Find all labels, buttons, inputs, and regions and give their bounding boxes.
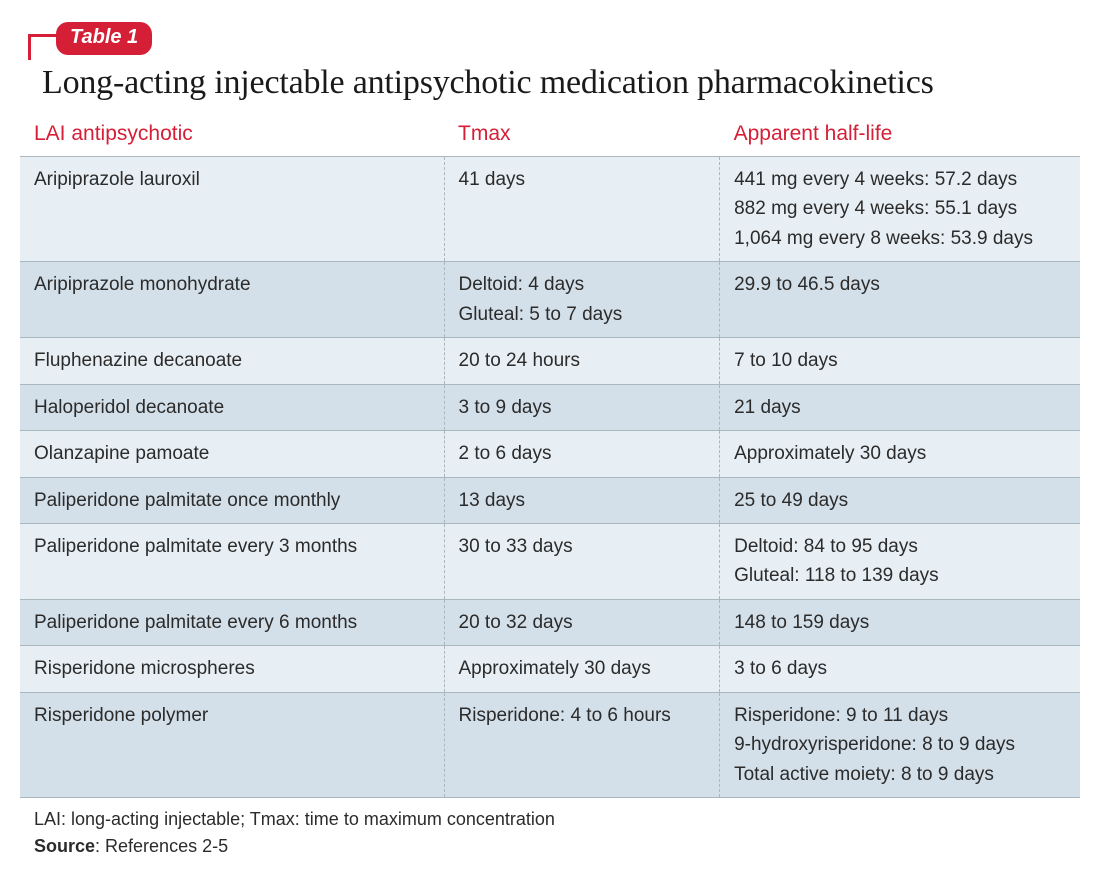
pharmacokinetics-table: LAI antipsychotic Tmax Apparent half-lif… bbox=[20, 116, 1080, 798]
table-row: Fluphenazine decanoate20 to 24 hours7 to… bbox=[20, 338, 1080, 384]
col-header-tmax: Tmax bbox=[444, 116, 720, 157]
bracket-horizontal bbox=[28, 34, 56, 37]
cell-tmax: 13 days bbox=[444, 477, 720, 523]
cell-half: Risperidone: 9 to 11 days9-hydroxyrisper… bbox=[720, 692, 1080, 797]
table-footnote: LAI: long-acting injectable; Tmax: time … bbox=[20, 798, 1080, 860]
cell-tmax: 3 to 9 days bbox=[444, 384, 720, 430]
table-row: Paliperidone palmitate once monthly13 da… bbox=[20, 477, 1080, 523]
cell-tmax: 20 to 32 days bbox=[444, 599, 720, 645]
cell-half: 29.9 to 46.5 days bbox=[720, 262, 1080, 338]
footnote-source: Source: References 2-5 bbox=[34, 833, 1080, 860]
cell-half: Approximately 30 days bbox=[720, 431, 1080, 477]
footnote-abbreviations: LAI: long-acting injectable; Tmax: time … bbox=[34, 806, 1080, 833]
cell-half: Deltoid: 84 to 95 daysGluteal: 118 to 13… bbox=[720, 523, 1080, 599]
col-header-halflife: Apparent half-life bbox=[720, 116, 1080, 157]
cell-half: 441 mg every 4 weeks: 57.2 days882 mg ev… bbox=[720, 157, 1080, 262]
cell-drug: Aripiprazole lauroxil bbox=[20, 157, 444, 262]
table-badge-bracket: Table 1 bbox=[20, 12, 1080, 54]
footnote-source-text: : References 2-5 bbox=[95, 836, 228, 856]
cell-drug: Paliperidone palmitate once monthly bbox=[20, 477, 444, 523]
col-header-drug: LAI antipsychotic bbox=[20, 116, 444, 157]
cell-tmax: Deltoid: 4 daysGluteal: 5 to 7 days bbox=[444, 262, 720, 338]
cell-half: 21 days bbox=[720, 384, 1080, 430]
cell-drug: Risperidone polymer bbox=[20, 692, 444, 797]
cell-tmax: 30 to 33 days bbox=[444, 523, 720, 599]
table-body: Aripiprazole lauroxil41 days441 mg every… bbox=[20, 157, 1080, 798]
table-title: Long-acting injectable antipsychotic med… bbox=[20, 54, 1080, 116]
cell-tmax: 41 days bbox=[444, 157, 720, 262]
cell-half: 25 to 49 days bbox=[720, 477, 1080, 523]
cell-drug: Haloperidol decanoate bbox=[20, 384, 444, 430]
table-row: Paliperidone palmitate every 3 months30 … bbox=[20, 523, 1080, 599]
cell-drug: Fluphenazine decanoate bbox=[20, 338, 444, 384]
cell-half: 7 to 10 days bbox=[720, 338, 1080, 384]
table-header-row: LAI antipsychotic Tmax Apparent half-lif… bbox=[20, 116, 1080, 157]
cell-tmax: Risperidone: 4 to 6 hours bbox=[444, 692, 720, 797]
table-number-badge: Table 1 bbox=[56, 22, 152, 55]
bracket-vertical bbox=[28, 34, 31, 60]
cell-drug: Aripiprazole monohydrate bbox=[20, 262, 444, 338]
cell-drug: Paliperidone palmitate every 3 months bbox=[20, 523, 444, 599]
footnote-source-label: Source bbox=[34, 836, 95, 856]
cell-drug: Olanzapine pamoate bbox=[20, 431, 444, 477]
cell-half: 148 to 159 days bbox=[720, 599, 1080, 645]
cell-half: 3 to 6 days bbox=[720, 646, 1080, 692]
table-row: Risperidone microspheresApproximately 30… bbox=[20, 646, 1080, 692]
cell-tmax: Approximately 30 days bbox=[444, 646, 720, 692]
cell-tmax: 2 to 6 days bbox=[444, 431, 720, 477]
cell-drug: Risperidone microspheres bbox=[20, 646, 444, 692]
table-row: Haloperidol decanoate3 to 9 days21 days bbox=[20, 384, 1080, 430]
cell-drug: Paliperidone palmitate every 6 months bbox=[20, 599, 444, 645]
cell-tmax: 20 to 24 hours bbox=[444, 338, 720, 384]
table-row: Olanzapine pamoate2 to 6 daysApproximate… bbox=[20, 431, 1080, 477]
table-row: Paliperidone palmitate every 6 months20 … bbox=[20, 599, 1080, 645]
table-row: Risperidone polymerRisperidone: 4 to 6 h… bbox=[20, 692, 1080, 797]
table-row: Aripiprazole monohydrateDeltoid: 4 daysG… bbox=[20, 262, 1080, 338]
table-row: Aripiprazole lauroxil41 days441 mg every… bbox=[20, 157, 1080, 262]
